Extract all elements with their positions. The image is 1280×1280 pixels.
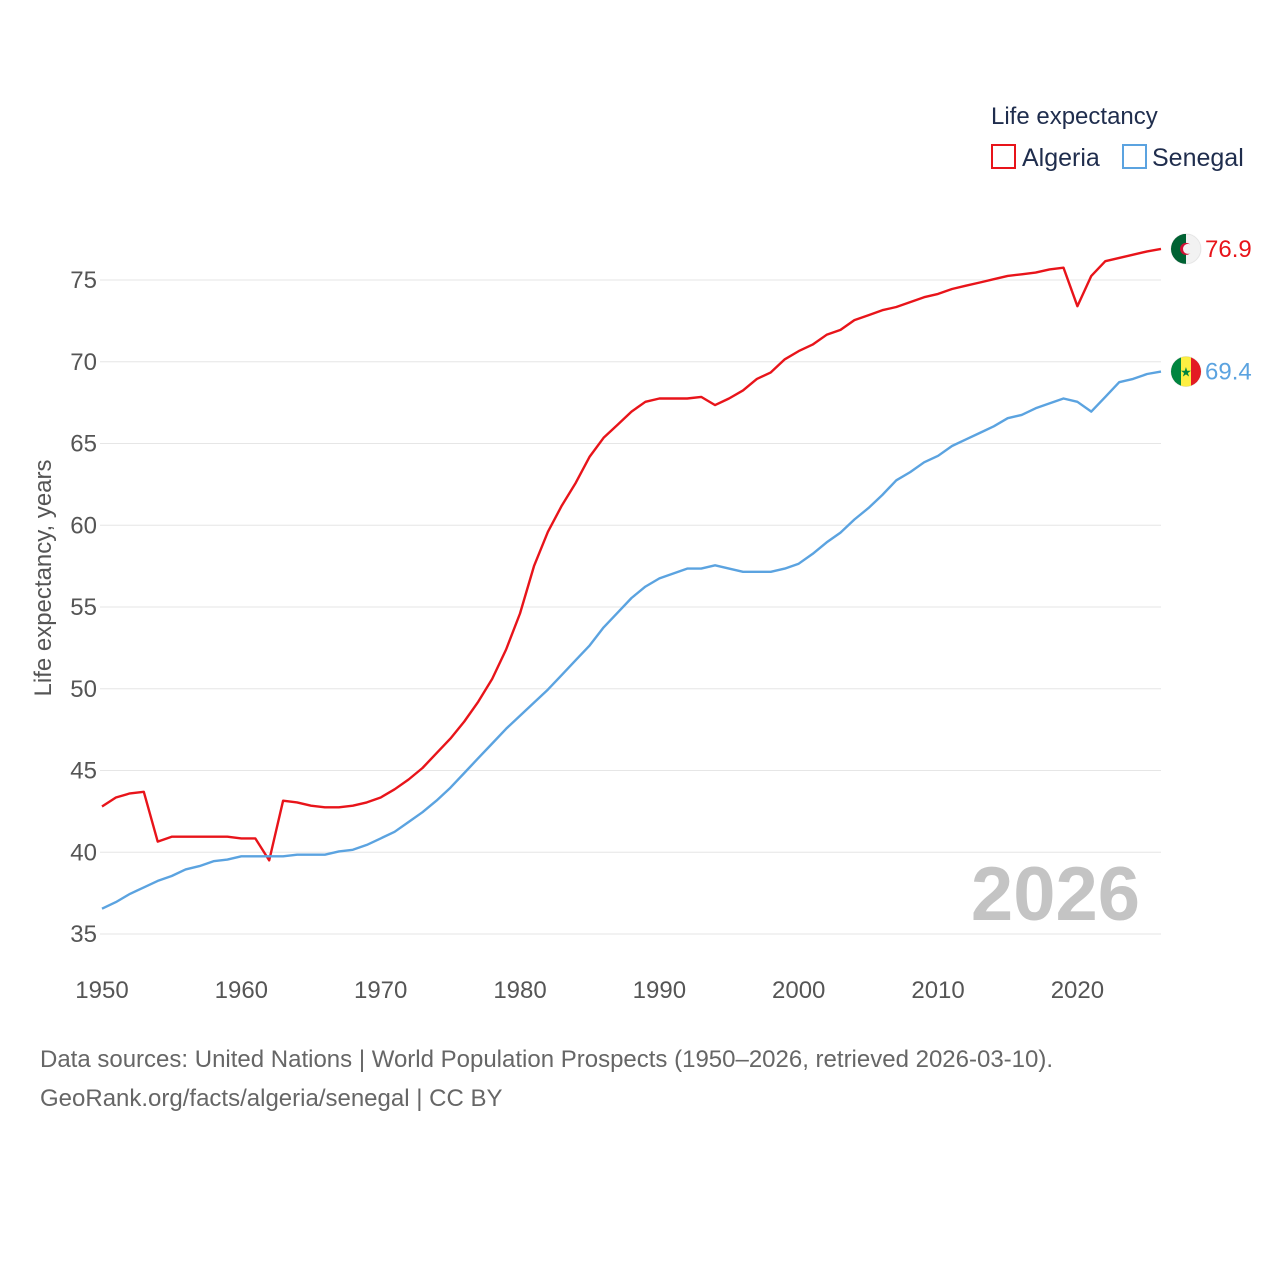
y-tick-label-50: 50 bbox=[70, 676, 97, 703]
legend-label-algeria: Algeria bbox=[1022, 144, 1100, 172]
y-tick-label-45: 45 bbox=[70, 758, 97, 785]
y-tick-label-35: 35 bbox=[70, 921, 97, 948]
x-tick-label-1980: 1980 bbox=[493, 977, 546, 1004]
legend-title: Life expectancy bbox=[991, 103, 1158, 130]
x-tick-label-1990: 1990 bbox=[633, 977, 686, 1004]
series-line-senegal bbox=[101, 370, 1162, 910]
y-tick-label-75: 75 bbox=[70, 267, 97, 294]
gridlines bbox=[100, 279, 1161, 935]
x-tick-label-1950: 1950 bbox=[75, 977, 128, 1004]
y-tick-label-65: 65 bbox=[70, 431, 97, 458]
y-tick-label-55: 55 bbox=[70, 594, 97, 621]
end-label-senegal: 69.4 bbox=[1205, 359, 1252, 386]
series-lines bbox=[101, 247, 1162, 910]
x-tick-label-1960: 1960 bbox=[215, 977, 268, 1004]
life-expectancy-chart: 35 40 45 50 55 60 65 70 75 1950 1960 1970 1980 1990 2… bbox=[30, 103, 1252, 1004]
y-axis-ticks: 35 40 45 50 55 60 65 70 75 bbox=[70, 267, 97, 948]
y-tick-label-70: 70 bbox=[70, 349, 97, 376]
legend-swatch-senegal bbox=[1122, 144, 1147, 169]
legend-item-senegal[interactable]: Senegal bbox=[1122, 144, 1244, 172]
x-tick-label-1970: 1970 bbox=[354, 977, 407, 1004]
y-axis-title: Life expectancy, years bbox=[30, 459, 57, 696]
source-note: Data sources: United Nations | World Pop… bbox=[40, 1040, 1240, 1118]
y-tick-label-40: 40 bbox=[70, 839, 97, 866]
year-stamp: 2026 bbox=[971, 852, 1140, 937]
y-tick-label-60: 60 bbox=[70, 512, 97, 539]
end-label-algeria: 76.9 bbox=[1205, 236, 1252, 263]
series-line-algeria bbox=[101, 247, 1162, 862]
series-end-labels: 76.9 ★ 69.4 bbox=[1170, 233, 1252, 388]
credit-line: GeoRank.org/facts/algeria/senegal | CC B… bbox=[40, 1085, 503, 1112]
svg-text:★: ★ bbox=[1180, 366, 1192, 381]
x-tick-label-2020: 2020 bbox=[1051, 977, 1104, 1004]
legend-item-algeria[interactable]: Algeria bbox=[991, 144, 1100, 172]
x-axis-ticks: 1950 1960 1970 1980 1990 2000 2010 2020 bbox=[75, 977, 1104, 1004]
senegal-flag-icon: ★ bbox=[1170, 356, 1202, 388]
algeria-flag-icon bbox=[1170, 233, 1202, 265]
x-tick-label-2000: 2000 bbox=[772, 977, 825, 1004]
legend-swatch-algeria bbox=[991, 144, 1016, 169]
legend-label-senegal: Senegal bbox=[1152, 144, 1244, 172]
source-line: Data sources: United Nations | World Pop… bbox=[40, 1046, 1054, 1073]
x-tick-label-2010: 2010 bbox=[911, 977, 964, 1004]
legend: Life expectancy Algeria Senegal bbox=[991, 103, 1244, 172]
